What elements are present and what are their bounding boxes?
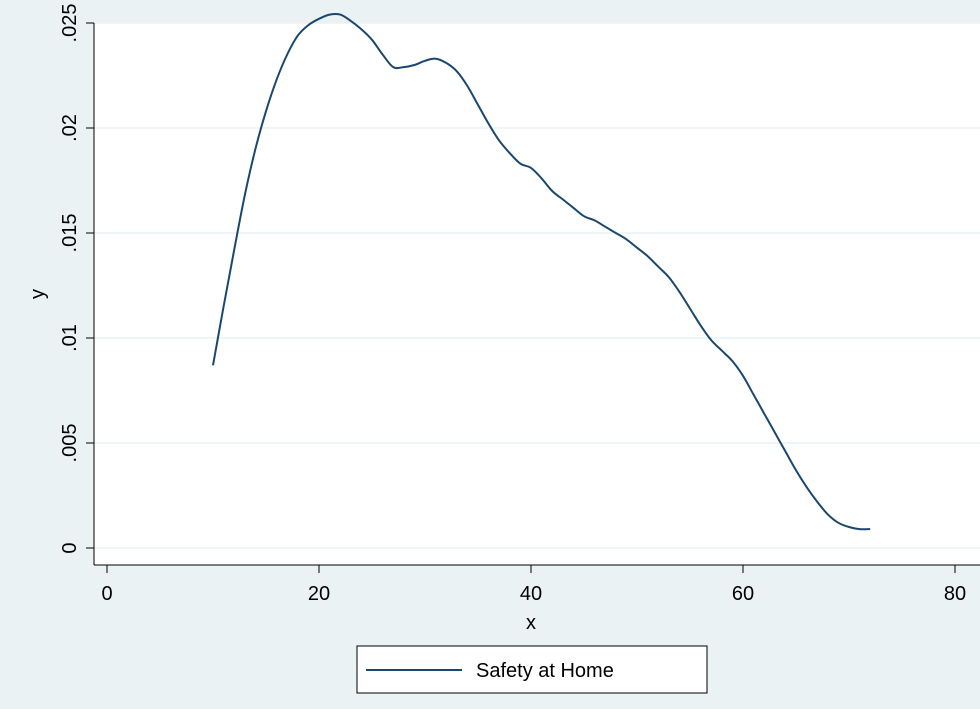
y-tick-label: .025: [59, 4, 81, 43]
grid-lines: [94, 22, 980, 549]
y-tick-label: 0: [59, 542, 81, 553]
y-tick-label: .015: [59, 214, 81, 253]
plot-area: [94, 23, 980, 565]
x-tick-label: 60: [732, 583, 754, 605]
x-tick-label: 0: [101, 583, 112, 605]
x-tick-label: 40: [520, 583, 542, 605]
series-layer: [212, 12, 871, 531]
ticks: 0 .005 .01 .015 .02 .025 0 20 40 60 80: [59, 4, 966, 605]
y-axis-label: y: [27, 289, 49, 299]
y-tick-label: .01: [59, 324, 81, 352]
y-tick-label: .02: [59, 114, 81, 142]
series-line-safety-at-home: [212, 12, 871, 531]
x-axis-label: x: [526, 612, 536, 634]
legend-label: Safety at Home: [476, 660, 614, 682]
x-tick-label: 80: [944, 583, 966, 605]
y-tick-label: .005: [59, 424, 81, 463]
axes: [93, 23, 980, 566]
x-tick-label: 20: [308, 583, 330, 605]
legend: Safety at Home: [356, 645, 708, 694]
